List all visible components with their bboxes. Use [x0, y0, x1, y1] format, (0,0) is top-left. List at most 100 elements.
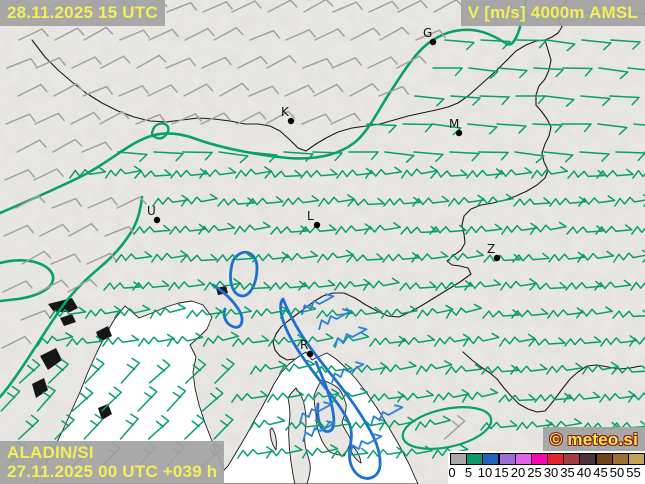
wind-barb [398, 334, 436, 347]
wind-barb [415, 360, 453, 375]
city-dot-R [306, 350, 314, 358]
wind-barb [119, 29, 150, 41]
model-name-label: ALADIN/SI [7, 443, 94, 462]
wind-barb [16, 139, 47, 153]
wind-barb [315, 363, 353, 375]
wind-barb [609, 95, 640, 106]
wind-barb [119, 413, 139, 440]
wind-barb [102, 334, 140, 347]
city-label-U: U [147, 204, 156, 218]
wind-barb [20, 309, 51, 321]
wind-barb [545, 39, 576, 52]
border-south [272, 273, 472, 361]
wind-barb [631, 223, 645, 235]
wind-barb [34, 112, 65, 125]
wind-barb [269, 280, 307, 291]
wind-barb [279, 304, 317, 319]
legend-tick-label: 0 [448, 465, 456, 480]
isotach10-hook [211, 283, 244, 329]
legend-tick-label: 45 [593, 465, 608, 480]
island-small-1 [269, 427, 277, 451]
model-run-label: 27.11.2025 00 UTC +039 h [7, 462, 218, 481]
wind-barb [3, 224, 34, 237]
wind-barb [411, 251, 449, 263]
wind-barb [249, 29, 280, 41]
wind-barb [350, 27, 381, 41]
legend-tick-label: 5 [464, 465, 473, 480]
city-dot-M [455, 129, 463, 137]
wind-barb [265, 445, 303, 459]
wind-barb [198, 222, 236, 235]
wind-barb [480, 420, 518, 431]
wind-barb [370, 404, 404, 427]
wind-barb [414, 95, 445, 107]
wind-barb [213, 414, 234, 440]
wind-barb [67, 278, 98, 293]
wind-barb [364, 222, 402, 235]
wind-barb [115, 251, 153, 263]
wind-barb [464, 279, 502, 291]
wind-barb [334, 326, 368, 349]
copyright-box: © meteo.si [542, 427, 645, 453]
wind-barb [2, 280, 33, 293]
wind-barb [147, 414, 170, 440]
wind-barb [413, 151, 444, 163]
wind-barb [498, 393, 536, 403]
city-label-K: K [281, 105, 290, 119]
wind-barb [1, 335, 32, 349]
wind-barb [51, 197, 82, 209]
wind-barb [4, 169, 35, 181]
wind-barb [444, 39, 475, 51]
wind-barb [199, 167, 237, 179]
wind-barb [332, 1, 363, 13]
wind-barb [496, 123, 527, 134]
city-label-G: G [423, 26, 432, 40]
wind-barb [236, 111, 267, 125]
wind-barb [281, 250, 319, 263]
wind-barb [594, 279, 632, 291]
wind-barb [615, 151, 645, 161]
wind-barb [101, 386, 122, 412]
wind-barb [595, 224, 633, 235]
wind-barb [250, 305, 288, 319]
wind-barb [148, 28, 179, 41]
city-dot-K [287, 117, 295, 125]
wind-barb [628, 389, 645, 403]
wind-barb [233, 281, 271, 291]
isotach5-tongue [0, 259, 55, 303]
wind-barb [561, 123, 592, 133]
city-label-L: L [307, 209, 314, 223]
wind-barb [301, 444, 339, 459]
wind-barb [512, 252, 550, 263]
wind-barb [546, 362, 584, 375]
wind-barb [38, 279, 69, 293]
legend-tick-label: 30 [543, 465, 559, 480]
wind-barb [564, 336, 602, 347]
legend-color-50 [611, 453, 629, 465]
wind-barb [185, 358, 207, 384]
wind-barb [495, 167, 533, 179]
city-dot-Z [493, 254, 501, 262]
wind-barb [434, 333, 471, 347]
legend-color-40 [579, 453, 597, 465]
wind-barb [53, 83, 84, 97]
wind-barb [363, 277, 400, 291]
wind-barb [614, 194, 645, 207]
wind-barb [445, 303, 483, 319]
wind-barb [331, 447, 369, 459]
wind-barb [135, 113, 166, 125]
wind-barb [248, 416, 286, 431]
wind-barb [246, 196, 284, 207]
wind-barb [18, 414, 40, 440]
wind-barb [414, 415, 452, 431]
wind-barb [346, 253, 384, 263]
wind-barb [531, 166, 569, 179]
city-marker-layer: G K M U L Z R [147, 26, 501, 358]
wind-barb [66, 335, 104, 347]
legend-color-55 [627, 453, 645, 465]
isotach5-oval [401, 406, 493, 450]
wind-barb [347, 197, 385, 207]
wind-barb [468, 67, 499, 79]
wind-barb [378, 85, 409, 97]
